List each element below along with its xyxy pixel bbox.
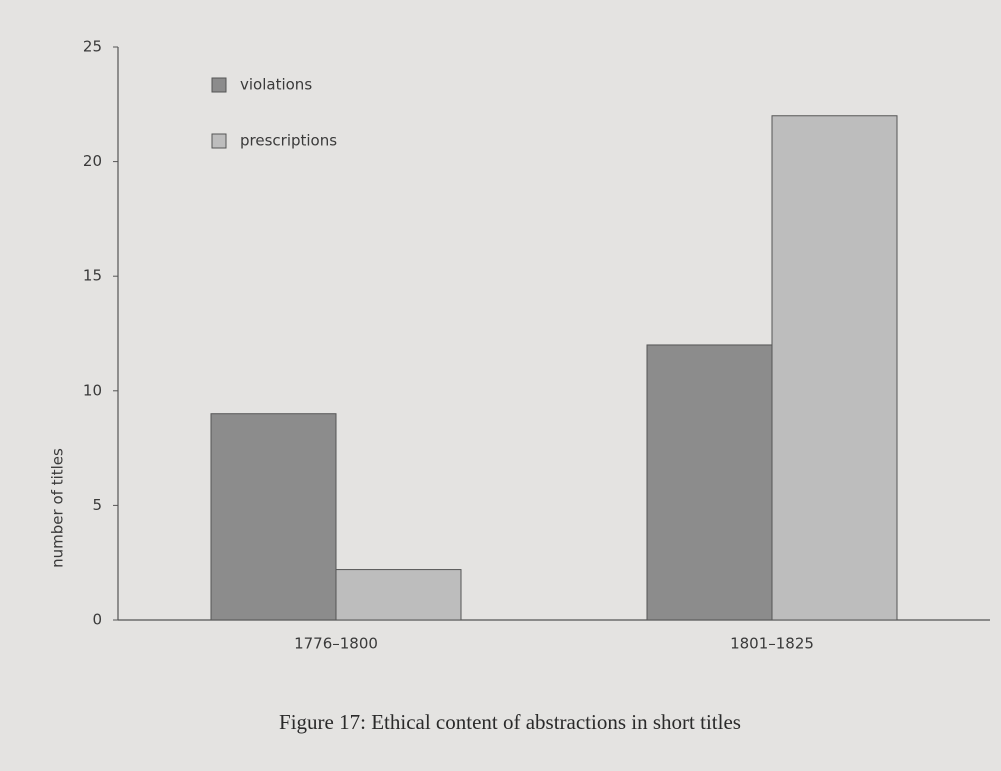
bar bbox=[646, 344, 773, 621]
bar bbox=[210, 413, 337, 621]
y-tick-label: 25 bbox=[83, 38, 102, 56]
y-tick-label: 5 bbox=[92, 496, 102, 514]
y-axis-label: number of titles bbox=[49, 448, 67, 568]
y-tick-label: 10 bbox=[83, 381, 102, 399]
legend-label: violations bbox=[240, 76, 312, 94]
legend-swatch bbox=[211, 77, 227, 93]
y-tick-label: 15 bbox=[83, 267, 102, 285]
x-tick-label: 1801–1825 bbox=[730, 635, 814, 653]
y-tick-label: 0 bbox=[92, 611, 102, 629]
y-tick-label: 20 bbox=[83, 152, 102, 170]
bar bbox=[771, 115, 898, 621]
legend-label: prescriptions bbox=[240, 132, 337, 150]
x-tick-label: 1776–1800 bbox=[294, 635, 378, 653]
chart-title: Figure 17: Ethical content of abstractio… bbox=[279, 710, 741, 734]
bar bbox=[335, 569, 462, 621]
legend-swatch bbox=[211, 133, 227, 149]
